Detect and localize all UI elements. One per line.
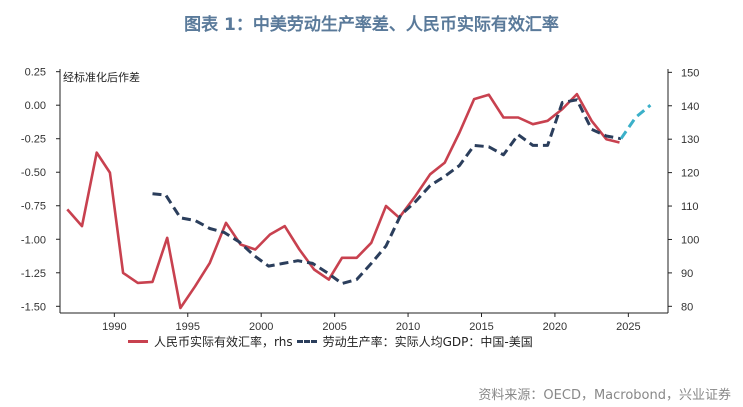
- series-line-1: [66, 92, 620, 310]
- x-tick-label: 1990: [102, 321, 126, 333]
- series-line-3: [619, 104, 652, 140]
- x-tick-label: 2000: [249, 321, 273, 333]
- left-axis-ticks: 0.25 0.00 -0.25 -0.50 -0.75 -1.00 -1.25 -1.50: [21, 67, 60, 313]
- chart-title: 图表 1：中美劳动生产率差、人民币实际有效汇率: [184, 15, 559, 35]
- x-axis-ticks: 1990 1995 2000 2005 2010 2015 2020 2025: [102, 313, 641, 333]
- series-lines: [66, 92, 652, 310]
- right-tick-label: 90: [681, 268, 693, 280]
- x-tick-label: 2015: [469, 321, 493, 333]
- right-tick-label: 120: [681, 168, 699, 180]
- x-tick-label: 1995: [176, 321, 200, 333]
- left-tick-label: 0.00: [25, 100, 46, 112]
- x-tick-label: 2010: [396, 321, 420, 333]
- legend: 人民币实际有效汇率，rhs 劳动生产率：实际人均GDP：中国-美国: [128, 333, 537, 350]
- left-tick-label: -0.25: [21, 134, 46, 146]
- left-tick-label: -1.50: [21, 301, 46, 313]
- legend-item-productivity: 劳动生产率：实际人均GDP：中国-美国: [296, 333, 533, 350]
- right-tick-label: 130: [681, 134, 699, 146]
- legend-label-productivity: 劳动生产率：实际人均GDP：中国-美国: [322, 335, 533, 349]
- source-note: 资料来源：OECD，Macrobond，兴业证券: [478, 388, 731, 403]
- right-axis-ticks: 150 140 130 120 110 100 90 80: [668, 67, 699, 313]
- right-tick-label: 140: [681, 101, 699, 113]
- right-tick-label: 110: [681, 201, 699, 213]
- axis-note: 经标准化后作差: [63, 70, 140, 84]
- x-tick-label: 2005: [322, 321, 346, 333]
- left-tick-label: -1.25: [21, 268, 46, 280]
- right-tick-label: 100: [681, 234, 699, 246]
- left-tick-label: -0.50: [21, 167, 46, 179]
- x-tick-label: 2025: [616, 321, 640, 333]
- chart-axes: [59, 69, 669, 314]
- left-tick-label: -0.75: [21, 201, 46, 213]
- legend-swatch-solid: [128, 340, 148, 343]
- left-tick-label: 0.25: [25, 67, 46, 79]
- x-tick-label: 2020: [543, 321, 567, 333]
- right-tick-label: 80: [681, 301, 693, 313]
- legend-swatch-dashed: [296, 340, 317, 343]
- series-line-2: [152, 98, 622, 285]
- right-tick-label: 150: [681, 67, 699, 79]
- left-tick-label: -1.00: [21, 234, 46, 246]
- legend-item-rer: 人民币实际有效汇率，rhs: [128, 333, 293, 350]
- legend-label-rer: 人民币实际有效汇率，rhs: [154, 335, 293, 349]
